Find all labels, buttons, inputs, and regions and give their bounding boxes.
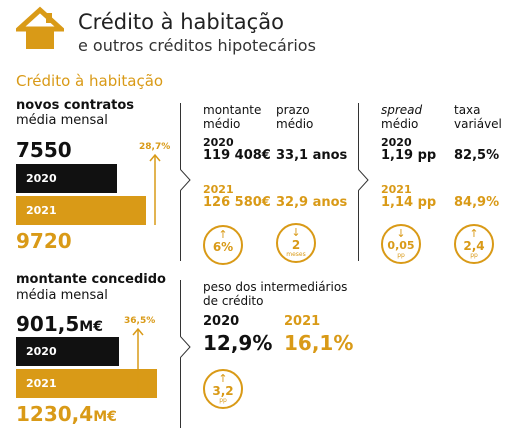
variable-rate-change-badge: ↑ 2,4 pp bbox=[454, 224, 494, 264]
avg-term-change-badge: ↓ 2 meses bbox=[276, 223, 316, 263]
year-2021-label: 2021 bbox=[381, 183, 412, 196]
intermediaries-year-2020: 2020 bbox=[203, 314, 240, 329]
amount-granted-sublabel: média mensal bbox=[16, 288, 108, 303]
arrow-up-icon bbox=[132, 327, 144, 398]
arrow-up-icon bbox=[149, 153, 161, 225]
badge-value: 2 bbox=[291, 238, 301, 252]
intermediaries-2021-value: 16,1% bbox=[284, 331, 354, 355]
badge-unit: pp bbox=[470, 252, 478, 259]
badge-unit: meses bbox=[286, 251, 306, 258]
arrow-up-icon: ↑ bbox=[218, 228, 228, 241]
variable-rate-2020: 82,5% bbox=[454, 148, 500, 163]
amount-granted-change: 36,5% bbox=[124, 316, 156, 326]
arrow-down-icon: ↓ bbox=[396, 227, 406, 240]
badge-value: 3,2 bbox=[212, 384, 234, 398]
year-2021-label: 2021 bbox=[203, 183, 234, 196]
amount-unit: M€ bbox=[79, 319, 103, 335]
amount-granted-label: montante concedido bbox=[16, 272, 166, 287]
badge-unit: pp bbox=[397, 252, 405, 259]
avg-spread-2021: 1,14 pp bbox=[381, 195, 437, 210]
badge-value: 6% bbox=[212, 240, 234, 254]
label-line: taxa bbox=[454, 103, 481, 117]
amount-granted-bar-2021: 2021 bbox=[16, 369, 157, 398]
intermediaries-year-2021: 2021 bbox=[284, 314, 321, 329]
badge-value: 0,05 bbox=[387, 239, 415, 252]
new-contracts-label: novos contratos bbox=[16, 98, 135, 113]
divider-right-top bbox=[358, 103, 359, 169]
label-line: peso dos intermediários bbox=[203, 280, 348, 294]
avg-amount-2020: 119 408€ bbox=[203, 148, 271, 163]
label-line: prazo bbox=[276, 103, 310, 117]
avg-term-label: prazo médio bbox=[276, 103, 313, 131]
arrow-up-icon: ↑ bbox=[469, 227, 479, 240]
amount-unit: M€ bbox=[93, 409, 117, 425]
divider-lower-bottom bbox=[180, 358, 181, 428]
variable-rate-2021: 84,9% bbox=[454, 195, 500, 210]
chevron-right-icon bbox=[179, 335, 192, 359]
avg-term-2020: 33,1 anos bbox=[276, 148, 348, 163]
intermediaries-change-badge: ↑ 3,2 pp bbox=[203, 369, 243, 409]
arrow-up-icon: ↑ bbox=[218, 372, 228, 385]
page-subtitle: e outros créditos hipotecários bbox=[78, 36, 316, 55]
avg-amount-change-badge: ↑ 6% bbox=[203, 225, 243, 265]
divider-left-bottom bbox=[180, 191, 181, 261]
year-2020-label: 2020 bbox=[203, 136, 234, 149]
chevron-right-icon bbox=[357, 168, 370, 192]
avg-spread-label: spread médio bbox=[381, 103, 422, 131]
label-line: médio bbox=[276, 117, 314, 131]
bar-year-label: 2021 bbox=[26, 377, 57, 390]
avg-term-2021: 32,9 anos bbox=[276, 195, 348, 210]
label-line: spread bbox=[381, 103, 423, 117]
year-2020-label: 2020 bbox=[381, 136, 412, 149]
bar-year-label: 2021 bbox=[26, 204, 57, 217]
arrow-down-icon: ↓ bbox=[291, 226, 301, 239]
page-title: Crédito à habitação bbox=[78, 10, 284, 34]
bar-year-label: 2020 bbox=[26, 345, 57, 358]
label-line: médio bbox=[203, 117, 241, 131]
avg-amount-2021: 126 580€ bbox=[203, 195, 271, 210]
label-line: de crédito bbox=[203, 294, 264, 308]
amount-granted-2021-value: 1230,4M€ bbox=[16, 402, 117, 426]
divider-lower-top bbox=[180, 280, 181, 336]
amount-granted-bar-2020: 2020 bbox=[16, 337, 119, 366]
intermediaries-label: peso dos intermediários de crédito bbox=[203, 280, 347, 308]
amount-value: 1230,4 bbox=[16, 402, 94, 426]
avg-spread-2020: 1,19 pp bbox=[381, 148, 437, 163]
intermediaries-2020-value: 12,9% bbox=[203, 331, 273, 355]
amount-value: 901,5 bbox=[16, 312, 80, 336]
label-line: variável bbox=[454, 117, 502, 131]
new-contracts-2021-value: 9720 bbox=[16, 229, 72, 253]
house-icon bbox=[12, 6, 68, 52]
new-contracts-2020-value: 7550 bbox=[16, 138, 72, 162]
label-line: médio bbox=[381, 117, 419, 131]
variable-rate-label: taxa variável bbox=[454, 103, 502, 131]
new-contracts-change: 28,7% bbox=[139, 142, 171, 152]
divider-left-top bbox=[180, 103, 181, 169]
chevron-right-icon bbox=[179, 168, 192, 192]
divider-right-bottom bbox=[358, 191, 359, 261]
new-contracts-sublabel: média mensal bbox=[16, 113, 108, 128]
badge-unit: pp bbox=[219, 397, 227, 404]
label-line: montante bbox=[203, 103, 262, 117]
avg-spread-change-badge: ↓ 0,05 pp bbox=[381, 224, 421, 264]
avg-amount-label: montante médio bbox=[203, 103, 261, 131]
section-title: Crédito à habitação bbox=[16, 72, 164, 90]
new-contracts-bar-2021: 2021 bbox=[16, 196, 146, 225]
new-contracts-bar-2020: 2020 bbox=[16, 164, 117, 193]
bar-year-label: 2020 bbox=[26, 172, 57, 185]
amount-granted-2020-value: 901,5M€ bbox=[16, 312, 103, 336]
badge-value: 2,4 bbox=[463, 239, 485, 253]
